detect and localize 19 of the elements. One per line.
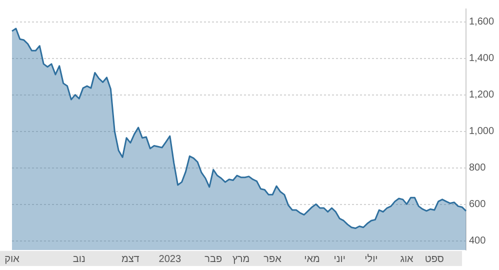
y-tick-label: 1,000 [468,126,494,138]
x-tick-label: יוני [334,254,346,265]
x-tick-label: דצמ [121,254,140,265]
x-tick-label: ספט [424,254,444,265]
x-tick-label: אוק [4,254,20,265]
y-tick-label: 400 [468,236,486,247]
x-tick-label: נוב [72,254,86,265]
y-tick-label: 800 [468,162,486,174]
y-tick-label: 600 [468,199,486,210]
x-tick-label: מאי [304,254,320,265]
x-tick-label: אפר [264,254,282,265]
x-tick-label: אוג [400,254,414,265]
x-tick-label: מרץ [232,254,250,265]
y-tick-label: 1,200 [468,90,494,101]
x-tick-label: 2023 [158,254,182,265]
y-tick-label: 1,600 [468,16,494,28]
x-tick-label: יולי [364,252,378,265]
y-tick-label: 1,400 [468,53,494,64]
x-tick-label: פבר [204,254,222,265]
